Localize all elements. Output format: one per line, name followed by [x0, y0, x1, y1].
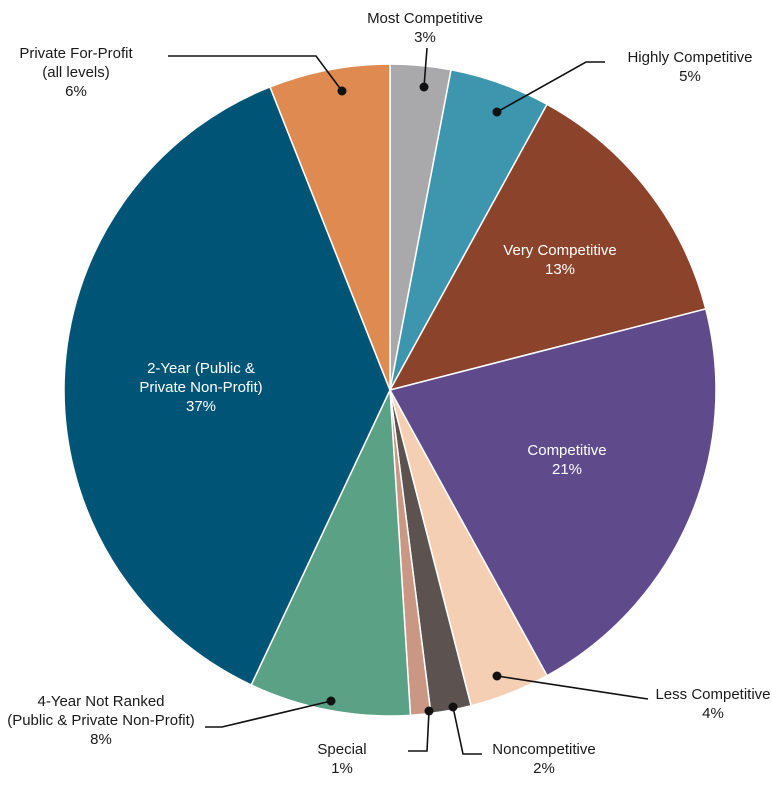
- slice-label-2-year-public-private-non-profit: 2-Year (Public & Private Non-Profit) 37%: [139, 360, 262, 415]
- slice-name-competitive: Competitive: [527, 442, 606, 459]
- leader-dot-highly-competitive: [492, 107, 502, 117]
- slice-name-noncompetitive: Noncompetitive: [492, 741, 595, 758]
- slice-value-2-year-public-private-non-profit: 37%: [186, 398, 216, 415]
- slice-value-very-competitive: 13%: [545, 261, 575, 278]
- slice-name-special: Special: [317, 741, 366, 758]
- slice-label-special: Special 1%: [317, 741, 366, 777]
- slice-value-special: 1%: [331, 760, 353, 777]
- slice-value-private-for-profit-all-levels: 6%: [65, 83, 87, 100]
- slice-name-less-competitive: Less Competitive: [655, 686, 770, 703]
- slice-name-2-year-public-private-non-profit: Private Non-Profit): [139, 379, 262, 396]
- slice-value-noncompetitive: 2%: [533, 760, 555, 777]
- slice-value-highly-competitive: 5%: [679, 68, 701, 85]
- leader-line-most-competitive: [423, 47, 428, 88]
- slice-label-highly-competitive: Highly Competitive 5%: [627, 49, 752, 85]
- slice-name-private-for-profit-all-levels: (all levels): [42, 64, 110, 81]
- leader-dot-most-competitive: [419, 82, 429, 92]
- slice-label-private-for-profit-all-levels: Private For-Profit (all levels) 6%: [19, 45, 133, 100]
- slices-layer: [63, 63, 717, 717]
- leader-line-private-for-profit-all-levels: [168, 55, 343, 92]
- pie-slice-2-year-public-private-non-profit: [63, 85, 391, 686]
- leader-line-less-competitive: [496, 675, 649, 700]
- pie-slice-private-for-profit-all-levels: [269, 63, 391, 391]
- slice-name-very-competitive: Very Competitive: [503, 242, 616, 259]
- leader-dot-less-competitive: [492, 671, 502, 681]
- slice-name-private-for-profit-all-levels: Private For-Profit: [19, 45, 133, 62]
- slice-value-less-competitive: 4%: [702, 705, 724, 722]
- labels-layer: Most Competitive 3% Highly Competitive 5% Ve…: [7, 10, 770, 777]
- slice-label-4-year-not-ranked-public-private-non-profit: 4-Year Not Ranked (Public & Private Non-P…: [7, 693, 195, 748]
- slice-name-4-year-not-ranked-public-private-non-profit: 4-Year Not Ranked: [37, 693, 164, 710]
- slice-value-4-year-not-ranked-public-private-non-profit: 8%: [90, 731, 112, 748]
- slice-label-most-competitive: Most Competitive 3%: [367, 10, 483, 46]
- leader-lines-layer: [168, 47, 649, 755]
- leader-line-highly-competitive: [496, 61, 605, 113]
- leader-dot-4-year-not-ranked-public-private-non-profit: [326, 696, 336, 706]
- slice-name-most-competitive: Most Competitive: [367, 10, 483, 27]
- slice-label-very-competitive: Very Competitive 13%: [503, 242, 616, 278]
- leader-dot-noncompetitive: [448, 702, 458, 712]
- leader-line-special: [408, 710, 430, 752]
- slice-value-most-competitive: 3%: [414, 29, 436, 46]
- slice-label-noncompetitive: Noncompetitive 2%: [492, 741, 595, 777]
- leader-dot-special: [424, 706, 434, 716]
- slice-name-2-year-public-private-non-profit: 2-Year (Public &: [147, 360, 255, 377]
- slice-name-4-year-not-ranked-public-private-non-profit: (Public & Private Non-Profit): [7, 712, 195, 729]
- pie-slice-4-year-not-ranked-public-private-non-profit: [250, 389, 412, 717]
- pie-slice-very-competitive: [388, 103, 707, 392]
- slice-value-competitive: 21%: [552, 461, 582, 478]
- leader-dot-private-for-profit-all-levels: [337, 86, 347, 96]
- leader-line-noncompetitive: [452, 706, 482, 755]
- slice-name-highly-competitive: Highly Competitive: [627, 49, 752, 66]
- leader-line-4-year-not-ranked-public-private-non-profit: [205, 700, 332, 728]
- slice-label-competitive: Competitive 21%: [527, 442, 606, 478]
- pie-slice-competitive: [388, 308, 717, 677]
- slice-label-less-competitive: Less Competitive 4%: [655, 686, 770, 722]
